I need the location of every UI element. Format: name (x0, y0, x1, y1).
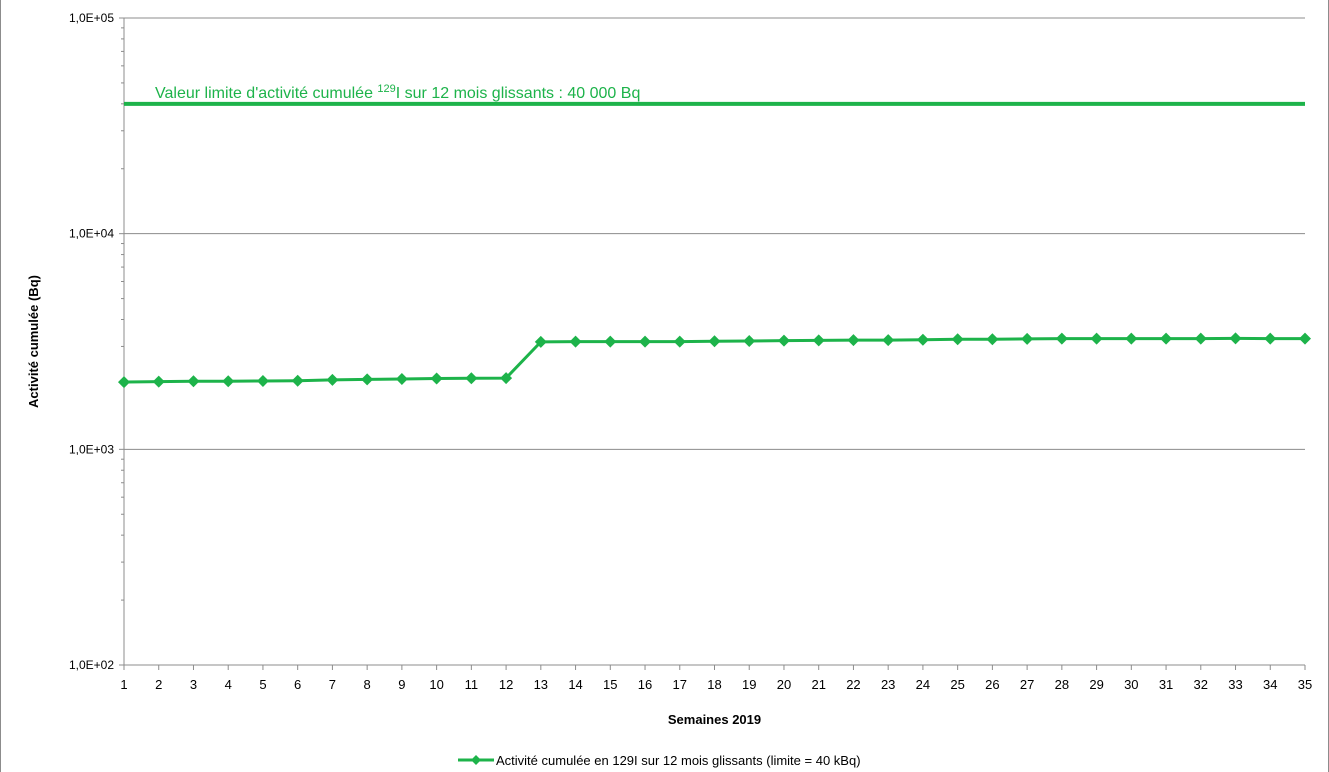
data-point-marker (1264, 332, 1277, 345)
data-point-marker (882, 334, 895, 347)
data-point-marker (708, 335, 721, 348)
data-point-marker (1055, 332, 1068, 345)
data-point-marker (118, 376, 130, 389)
data-point-marker (1021, 332, 1034, 345)
x-tick-label: 5 (259, 677, 266, 692)
data-point-marker (951, 333, 964, 346)
data-point-marker (152, 375, 165, 388)
data-point-marker (361, 373, 374, 386)
data-point-marker (1125, 332, 1138, 345)
x-tick-label: 18 (707, 677, 721, 692)
data-point-marker (569, 335, 582, 348)
data-point-marker (291, 374, 304, 387)
x-tick-label: 1 (120, 677, 127, 692)
axes (119, 17, 1306, 670)
x-tick-label: 4 (225, 677, 232, 692)
data-point-marker (256, 374, 269, 387)
x-tick-label: 34 (1263, 677, 1277, 692)
y-tick-label: 1,0E+02 (69, 658, 114, 672)
x-axis-title: Semaines 2019 (668, 712, 761, 727)
data-point-marker (1229, 332, 1242, 345)
legend[interactable]: Activité cumulée en 129I sur 12 mois gli… (458, 753, 861, 768)
gridlines (124, 17, 1305, 450)
x-tick-labels: 1 2 3 4 5 6 7 8 9 10 11 12 13 14 15 16 17 18 19 20 21 22 23 24 2… (120, 677, 1312, 692)
data-point-marker (534, 335, 547, 348)
y-tick-labels: 1,0E+02 1,0E+03 1,0E+04 1,0E+05 (69, 11, 114, 672)
data-point-marker (1160, 332, 1173, 345)
x-tick-label: 24 (916, 677, 930, 692)
data-point-marker (1194, 332, 1207, 345)
x-tick-label: 17 (673, 677, 687, 692)
x-tick-label: 3 (190, 677, 197, 692)
data-point-marker (1299, 332, 1311, 345)
reference-line-group: Valeur limite d'activité cumulée 129I su… (124, 83, 1305, 106)
x-tick-label: 12 (499, 677, 513, 692)
y-tick-label: 1,0E+05 (69, 11, 114, 25)
x-tick-label: 32 (1194, 677, 1208, 692)
data-point-marker (465, 372, 478, 385)
x-tick-label: 13 (534, 677, 548, 692)
data-point-marker (812, 334, 825, 347)
data-point-marker (777, 334, 790, 347)
x-tick-label: 30 (1124, 677, 1138, 692)
data-point-marker (222, 375, 235, 388)
x-tick-label: 15 (603, 677, 617, 692)
x-tick-label: 6 (294, 677, 301, 692)
x-tick-label: 21 (811, 677, 825, 692)
x-tick-label: 23 (881, 677, 895, 692)
data-point-marker (1090, 332, 1103, 345)
data-point-marker (187, 375, 200, 388)
legend-marker-icon (471, 755, 481, 765)
x-tick-label: 16 (638, 677, 652, 692)
x-tick-label: 29 (1089, 677, 1103, 692)
data-point-marker (743, 334, 756, 347)
data-point-marker (430, 372, 443, 385)
y-tick-label: 1,0E+03 (69, 442, 114, 456)
data-point-marker (604, 335, 617, 348)
reference-line-label: Valeur limite d'activité cumulée 129I su… (155, 83, 640, 102)
x-tick-label: 14 (568, 677, 582, 692)
x-tick-label: 7 (329, 677, 336, 692)
x-tick-label: 33 (1228, 677, 1242, 692)
x-tick-label: 11 (465, 677, 479, 692)
x-tick-label: 26 (985, 677, 999, 692)
x-tick-label: 10 (429, 677, 443, 692)
x-tick-label: 35 (1298, 677, 1312, 692)
legend-label: Activité cumulée en 129I sur 12 mois gli… (496, 753, 861, 768)
x-tick-label: 25 (950, 677, 964, 692)
x-tick-label: 27 (1020, 677, 1034, 692)
x-tick-label: 2 (155, 677, 162, 692)
data-point-marker (639, 335, 652, 348)
x-tick-label: 28 (1055, 677, 1069, 692)
data-point-marker (500, 372, 513, 385)
data-point-marker (326, 373, 339, 386)
x-tick-label: 22 (846, 677, 860, 692)
x-tick-label: 20 (777, 677, 791, 692)
x-tick-label: 9 (398, 677, 405, 692)
data-point-marker (916, 333, 929, 346)
x-tick-label: 8 (364, 677, 371, 692)
y-axis-title: Activité cumulée (Bq) (26, 275, 41, 408)
series-group (118, 332, 1311, 389)
data-point-marker (395, 372, 408, 385)
data-point-marker (673, 335, 686, 348)
data-point-marker (986, 333, 999, 346)
y-tick-label: 1,0E+04 (69, 227, 114, 241)
x-tick-label: 31 (1159, 677, 1173, 692)
x-tick-label: 19 (742, 677, 756, 692)
data-point-marker (847, 334, 860, 347)
